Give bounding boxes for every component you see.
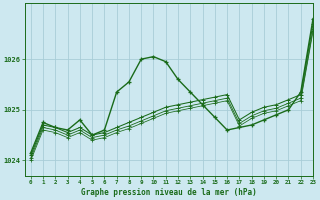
X-axis label: Graphe pression niveau de la mer (hPa): Graphe pression niveau de la mer (hPa) — [81, 188, 257, 197]
